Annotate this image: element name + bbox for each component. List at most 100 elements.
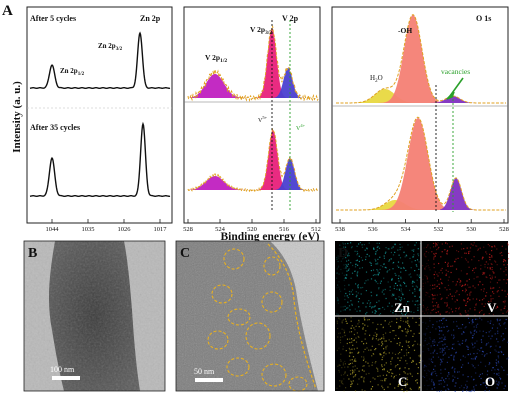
eds-pixel	[444, 287, 446, 289]
eds-pixel	[356, 367, 358, 369]
eds-pixel	[363, 381, 365, 383]
eds-pixel	[489, 352, 491, 354]
eds-pixel	[388, 339, 390, 341]
eds-pixel	[481, 299, 484, 301]
eds-pixel	[471, 390, 473, 392]
eds-pixel	[502, 333, 504, 335]
o-ticks: 538 536 534 532 530 528	[335, 219, 509, 233]
eds-pixel	[458, 327, 460, 329]
eds-pixel	[344, 288, 346, 290]
v-tick-label: 512	[311, 226, 321, 233]
eds-pixel	[501, 367, 503, 369]
eds-panel: D Zn V C O	[335, 241, 510, 393]
eds-pixel	[340, 360, 342, 362]
eds-pixel	[381, 343, 384, 345]
eds-pixel	[489, 253, 491, 255]
eds-pixel	[489, 268, 491, 270]
eds-pixel	[385, 378, 387, 380]
eds-pixel	[378, 338, 380, 340]
eds-pixel	[348, 347, 350, 349]
eds-pixel	[472, 298, 474, 300]
eds-pixel	[497, 306, 499, 308]
eds-pixel	[363, 317, 365, 319]
eds-pixel	[356, 274, 358, 276]
eds-pixel	[472, 319, 474, 321]
eds-pixel	[418, 274, 420, 276]
eds-pixel	[337, 255, 339, 257]
eds-pixel	[351, 272, 354, 274]
eds-pixel	[497, 368, 499, 370]
eds-pixel	[460, 314, 462, 316]
eds-pixel	[482, 271, 484, 274]
eds-pixel	[425, 365, 427, 368]
eds-pixel	[388, 259, 391, 261]
eds-pixel	[396, 318, 398, 320]
eds-pixel	[492, 367, 494, 369]
eds-pixel	[344, 360, 346, 363]
eds-pixel	[446, 297, 448, 299]
eds-pixel	[336, 297, 338, 299]
eds-pixel	[339, 364, 341, 366]
eds-pixel	[487, 263, 489, 265]
eds-pixel	[441, 326, 443, 328]
eds-pixel	[363, 365, 365, 367]
o-water-label: H2O	[370, 74, 383, 84]
eds-pixel	[364, 338, 366, 340]
v5-label: V5+	[258, 115, 268, 124]
eds-pixel	[505, 282, 507, 284]
eds-pixel	[428, 349, 430, 351]
eds-pixel	[357, 271, 359, 273]
eds-pixel	[505, 318, 507, 321]
tem-c-pore-outline	[207, 330, 229, 350]
eds-pixel	[442, 334, 444, 336]
eds-pixel	[365, 373, 367, 375]
eds-pixel	[345, 292, 347, 295]
eds-pixel	[493, 372, 495, 375]
eds-pixel	[346, 274, 348, 276]
eds-pixel	[428, 343, 431, 345]
eds-pixel	[483, 288, 485, 290]
eds-pixel	[472, 344, 474, 346]
eds-pixel	[454, 371, 456, 373]
eds-pixel	[345, 263, 347, 266]
eds-pixel	[389, 321, 391, 323]
eds-pixel	[494, 349, 496, 351]
eds-pixel	[406, 373, 408, 375]
eds-pixel	[341, 367, 343, 369]
eds-pixel	[489, 267, 491, 269]
eds-pixel	[343, 247, 345, 249]
eds-pixel	[365, 342, 368, 344]
eds-pixel	[443, 386, 445, 388]
eds-pixel	[474, 329, 476, 331]
eds-pixel	[349, 342, 351, 344]
eds-pixel	[487, 321, 489, 323]
eds-pixel	[468, 322, 470, 324]
eds-pixel	[440, 383, 442, 385]
eds-pixel	[491, 277, 493, 279]
eds-pixel	[339, 380, 341, 382]
eds-pixel	[392, 312, 394, 314]
eds-pixel	[457, 340, 459, 342]
eds-pixel	[476, 340, 478, 342]
eds-pixel	[385, 247, 387, 249]
eds-pixel	[404, 383, 406, 385]
eds-pixel	[363, 378, 365, 380]
eds-pixel	[343, 331, 346, 333]
eds-pixel	[399, 309, 401, 311]
eds-pixel	[438, 272, 440, 274]
eds-pixel	[377, 270, 379, 272]
eds-pixel	[400, 290, 402, 292]
eds-pixel	[480, 377, 482, 380]
eds-pixel	[354, 308, 356, 310]
eds-pixel	[358, 243, 360, 245]
eds-pixel	[480, 264, 482, 266]
eds-pixel	[433, 350, 435, 352]
eds-pixel	[384, 288, 386, 291]
eds-pixel	[419, 296, 421, 298]
eds-pixel	[371, 338, 374, 340]
eds-pixel	[406, 311, 408, 313]
eds-pixel	[368, 365, 370, 367]
eds-pixel	[476, 298, 478, 300]
zn-frame	[26, 6, 173, 224]
eds-pixel	[337, 299, 339, 301]
